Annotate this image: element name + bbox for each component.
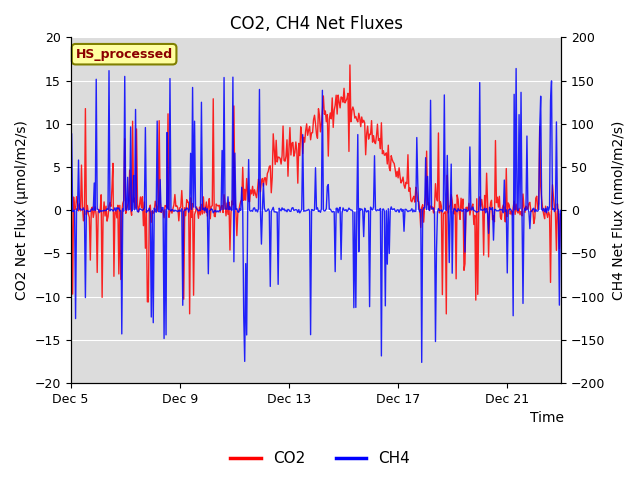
X-axis label: Time: Time [530,411,564,425]
Title: CO2, CH4 Net Fluxes: CO2, CH4 Net Fluxes [230,15,403,33]
Y-axis label: CH4 Net Flux (nmol/m2/s): CH4 Net Flux (nmol/m2/s) [611,120,625,300]
Text: HS_processed: HS_processed [76,48,173,60]
Legend: CO2, CH4: CO2, CH4 [224,445,416,472]
Y-axis label: CO2 Net Flux (μmol/m2/s): CO2 Net Flux (μmol/m2/s) [15,120,29,300]
